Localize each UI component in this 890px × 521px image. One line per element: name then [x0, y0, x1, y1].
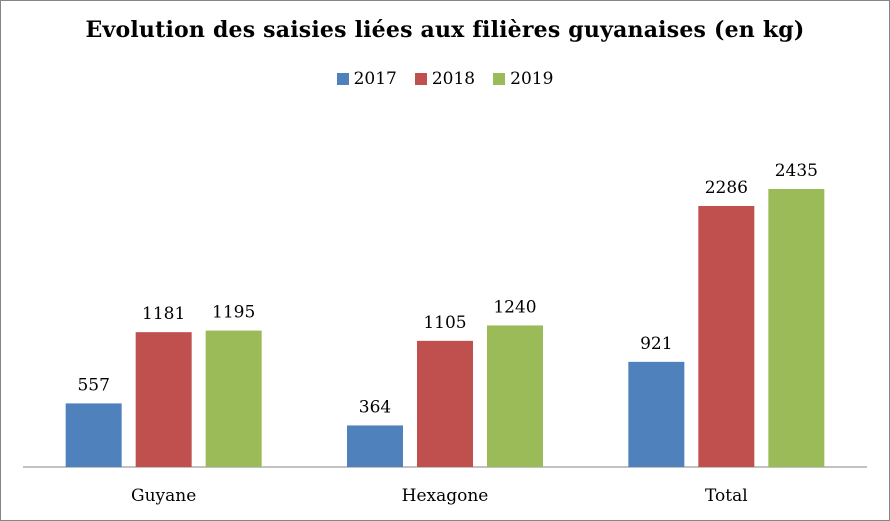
- bar-guyane-2018: [135, 332, 192, 467]
- legend-label-2017: 2017: [353, 69, 397, 89]
- data-label-total-2017: 921: [640, 334, 672, 354]
- legend-swatch-2019: [493, 73, 506, 85]
- data-label-total-2018: 2286: [705, 178, 748, 198]
- chart-legend: 2017 2018 2019: [1, 69, 889, 89]
- x-tick-label-guyane: Guyane: [131, 486, 196, 506]
- legend-item-2019: 2019: [493, 69, 553, 89]
- data-label-hexagone-2018: 1105: [423, 313, 466, 333]
- legend-item-2018: 2018: [414, 69, 476, 89]
- x-tick-label-total: Total: [705, 486, 748, 506]
- data-label-guyane-2019: 1195: [212, 303, 255, 323]
- bar-hexagone-2019: [487, 325, 543, 467]
- bar-guyane-2019: [205, 330, 262, 467]
- data-label-hexagone-2019: 1240: [493, 297, 536, 317]
- legend-label-2018: 2018: [431, 69, 476, 89]
- bar-total-2018: [698, 206, 755, 467]
- data-label-guyane-2017: 557: [77, 375, 109, 395]
- data-label-hexagone-2017: 364: [359, 397, 391, 417]
- data-label-total-2019: 2435: [775, 161, 818, 181]
- bar-total-2019: [768, 189, 825, 467]
- bar-guyane-2017: [65, 403, 122, 467]
- legend-item-2017: 2017: [336, 69, 397, 89]
- data-label-guyane-2018: 1181: [142, 304, 185, 324]
- bar-hexagone-2018: [417, 340, 473, 467]
- legend-swatch-2018: [414, 73, 427, 85]
- bar-total-2017: [628, 361, 685, 467]
- legend-label-2019: 2019: [510, 69, 554, 89]
- x-tick-label-hexagone: Hexagone: [402, 486, 489, 506]
- legend-swatch-2017: [336, 73, 349, 85]
- bar-hexagone-2017: [347, 425, 403, 467]
- chart-title: Evolution des saisies liées aux filières…: [85, 17, 805, 43]
